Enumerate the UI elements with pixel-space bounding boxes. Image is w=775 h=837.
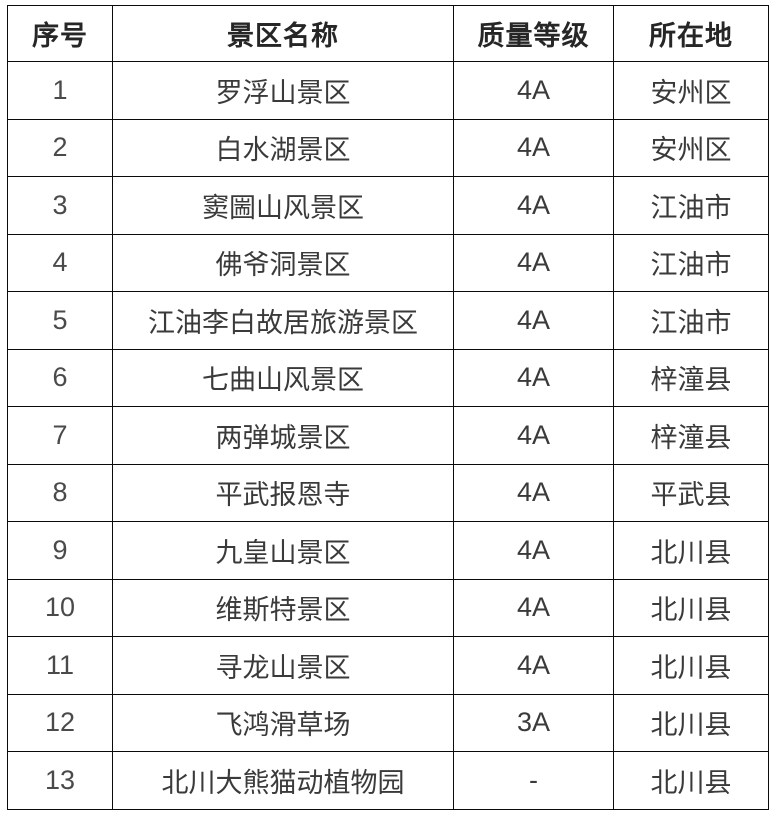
cell-grade: 4A — [453, 636, 614, 695]
cell-grade: 3A — [453, 693, 614, 752]
cell-index: 2 — [7, 118, 113, 177]
table-row: 10 维斯特景区 4A 北川县 — [7, 578, 769, 637]
cell-location: 江油市 — [613, 291, 769, 350]
table-row: 12 飞鸿滑草场 3A 北川县 — [7, 693, 769, 752]
cell-name: 九皇山景区 — [112, 521, 454, 580]
cell-grade: 4A — [453, 578, 614, 637]
cell-index: 5 — [7, 291, 113, 350]
cell-index: 7 — [7, 406, 113, 465]
cell-location: 北川县 — [613, 636, 769, 695]
cell-grade: 4A — [453, 61, 614, 120]
table-row: 2 白水湖景区 4A 安州区 — [7, 118, 769, 177]
table-row: 11 寻龙山景区 4A 北川县 — [7, 636, 769, 695]
table-row: 9 九皇山景区 4A 北川县 — [7, 521, 769, 580]
column-header-grade: 质量等级 — [453, 5, 614, 62]
cell-index: 12 — [7, 693, 113, 752]
cell-name: 七曲山风景区 — [112, 348, 454, 407]
cell-name: 两弹城景区 — [112, 406, 454, 465]
cell-location: 北川县 — [613, 578, 769, 637]
table-row: 8 平武报恩寺 4A 平武县 — [7, 463, 769, 522]
cell-grade: - — [453, 751, 614, 810]
column-header-index: 序号 — [7, 5, 113, 62]
cell-grade: 4A — [453, 291, 614, 350]
cell-grade: 4A — [453, 118, 614, 177]
scenic-area-table: 序号 景区名称 质量等级 所在地 1 罗浮山景区 4A 安州区 2 白水湖景区 … — [7, 5, 769, 810]
cell-name: 罗浮山景区 — [112, 61, 454, 120]
cell-index: 10 — [7, 578, 113, 637]
table-row: 3 窦圌山风景区 4A 江油市 — [7, 176, 769, 235]
table-row: 5 江油李白故居旅游景区 4A 江油市 — [7, 291, 769, 350]
cell-location: 安州区 — [613, 61, 769, 120]
table-row: 4 佛爷洞景区 4A 江油市 — [7, 233, 769, 292]
cell-grade: 4A — [453, 521, 614, 580]
cell-name: 窦圌山风景区 — [112, 176, 454, 235]
table-row: 6 七曲山风景区 4A 梓潼县 — [7, 348, 769, 407]
cell-index: 4 — [7, 233, 113, 292]
column-header-location: 所在地 — [613, 5, 769, 62]
cell-grade: 4A — [453, 463, 614, 522]
cell-index: 1 — [7, 61, 113, 120]
cell-location: 北川县 — [613, 693, 769, 752]
cell-name: 飞鸿滑草场 — [112, 693, 454, 752]
table-header-row: 序号 景区名称 质量等级 所在地 — [7, 5, 769, 62]
cell-index: 11 — [7, 636, 113, 695]
cell-grade: 4A — [453, 348, 614, 407]
table-row: 7 两弹城景区 4A 梓潼县 — [7, 406, 769, 465]
cell-name: 佛爷洞景区 — [112, 233, 454, 292]
cell-location: 安州区 — [613, 118, 769, 177]
cell-name: 寻龙山景区 — [112, 636, 454, 695]
cell-name: 北川大熊猫动植物园 — [112, 751, 454, 810]
cell-name: 白水湖景区 — [112, 118, 454, 177]
cell-location: 江油市 — [613, 176, 769, 235]
cell-location: 梓潼县 — [613, 348, 769, 407]
cell-name: 维斯特景区 — [112, 578, 454, 637]
cell-grade: 4A — [453, 406, 614, 465]
cell-location: 梓潼县 — [613, 406, 769, 465]
cell-location: 平武县 — [613, 463, 769, 522]
table-row: 13 北川大熊猫动植物园 - 北川县 — [7, 751, 769, 810]
cell-index: 8 — [7, 463, 113, 522]
cell-grade: 4A — [453, 233, 614, 292]
cell-index: 13 — [7, 751, 113, 810]
cell-grade: 4A — [453, 176, 614, 235]
cell-index: 3 — [7, 176, 113, 235]
column-header-name: 景区名称 — [112, 5, 454, 62]
cell-location: 北川县 — [613, 521, 769, 580]
cell-index: 6 — [7, 348, 113, 407]
cell-location: 北川县 — [613, 751, 769, 810]
cell-name: 江油李白故居旅游景区 — [112, 291, 454, 350]
cell-location: 江油市 — [613, 233, 769, 292]
cell-index: 9 — [7, 521, 113, 580]
cell-name: 平武报恩寺 — [112, 463, 454, 522]
table-row: 1 罗浮山景区 4A 安州区 — [7, 61, 769, 120]
